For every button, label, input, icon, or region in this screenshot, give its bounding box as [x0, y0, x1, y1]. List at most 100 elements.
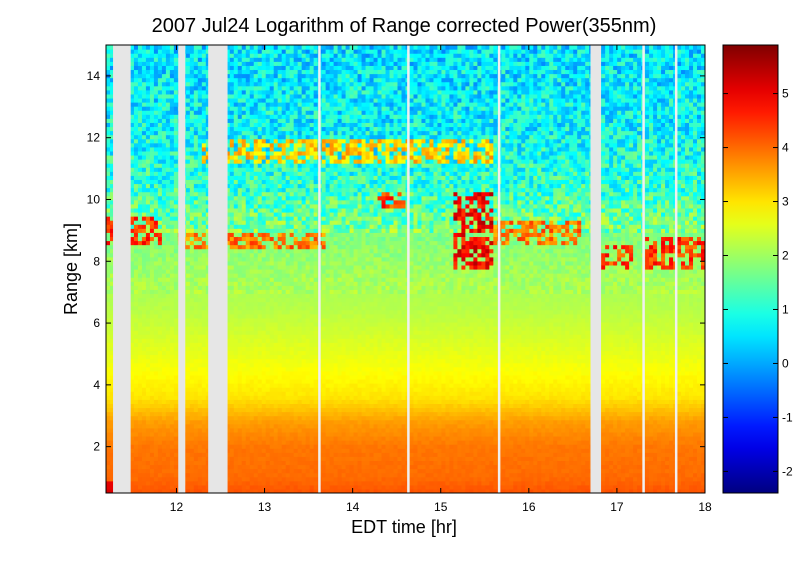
heatmap-cell: [241, 187, 247, 193]
heatmap-cell: [233, 122, 239, 128]
heatmap-cell: [189, 183, 195, 189]
heatmap-cell: [225, 191, 231, 197]
heatmap-cell: [273, 383, 279, 388]
heatmap-cell: [185, 142, 191, 148]
heatmap-cell: [133, 134, 139, 140]
heatmap-cell: [133, 342, 139, 347]
heatmap-cell: [149, 480, 155, 486]
heatmap-cell: [149, 187, 155, 193]
heatmap-cell: [141, 448, 147, 453]
heatmap-cell: [269, 321, 275, 327]
heatmap-cell: [201, 97, 207, 103]
heatmap-cell: [106, 224, 111, 229]
heatmap-cell: [141, 460, 147, 466]
heatmap-cell: [165, 179, 171, 185]
heatmap-cell: [193, 171, 199, 176]
heatmap-cell: [185, 354, 191, 360]
heatmap-cell: [197, 415, 203, 421]
heatmap-cell: [253, 362, 259, 368]
heatmap-cell: [157, 154, 163, 160]
heatmap-cell: [141, 45, 147, 50]
heatmap-cell: [201, 464, 207, 470]
heatmap-cell: [245, 236, 251, 242]
heatmap-cell: [185, 240, 191, 246]
heatmap-cell: [285, 411, 291, 417]
heatmap-cell: [245, 195, 251, 201]
heatmap-cell: [129, 391, 135, 396]
heatmap-cell: [189, 321, 195, 327]
heatmap-cell: [281, 77, 287, 83]
heatmap-cell: [273, 427, 279, 433]
heatmap-cell: [129, 179, 135, 185]
heatmap-cell: [185, 415, 191, 421]
heatmap-cell: [265, 395, 271, 400]
heatmap-cell: [145, 476, 151, 482]
heatmap-cell: [269, 195, 275, 201]
heatmap-cell: [169, 452, 175, 457]
heatmap-cell: [165, 395, 171, 400]
heatmap-cell: [173, 395, 179, 400]
heatmap-cell: [149, 195, 155, 201]
heatmap-cell: [229, 97, 235, 103]
heatmap-cell: [253, 203, 259, 209]
heatmap-cell: [229, 244, 235, 250]
heatmap-cell: [141, 89, 147, 95]
heatmap-cell: [157, 330, 163, 335]
heatmap-cell: [145, 207, 151, 213]
heatmap-cell: [109, 273, 115, 278]
heatmap-cell: [161, 183, 167, 189]
heatmap-cell: [149, 468, 155, 474]
heatmap-cell: [185, 102, 191, 107]
heatmap-cell: [169, 146, 175, 152]
heatmap-cell: [233, 472, 239, 478]
heatmap-cell: [277, 240, 283, 246]
heatmap-cell: [277, 452, 283, 457]
heatmap-cell: [133, 387, 139, 392]
heatmap-cell: [157, 468, 163, 474]
heatmap-cell: [106, 415, 111, 421]
heatmap-cell: [173, 224, 179, 229]
heatmap-cell: [269, 338, 275, 343]
heatmap-cell: [106, 338, 111, 343]
heatmap-cell: [197, 435, 203, 441]
heatmap-cell: [169, 383, 175, 388]
heatmap-cell: [285, 370, 291, 376]
heatmap-cell: [241, 383, 247, 388]
heatmap-cell: [277, 150, 283, 156]
heatmap-cell: [137, 326, 143, 331]
heatmap-cell: [245, 97, 251, 103]
heatmap-cell: [245, 480, 251, 486]
heatmap-cell: [141, 472, 147, 478]
heatmap-cell: [193, 326, 199, 331]
heatmap-cell: [109, 65, 115, 71]
heatmap-cell: [281, 342, 287, 347]
heatmap-cell: [173, 49, 179, 54]
heatmap-cell: [133, 378, 139, 384]
heatmap-cell: [205, 102, 211, 107]
heatmap-cell: [261, 179, 267, 185]
heatmap-cell: [261, 89, 267, 95]
heatmap-cell: [133, 423, 139, 429]
heatmap-cell: [249, 488, 255, 493]
heatmap-cell: [129, 57, 135, 62]
heatmap-cell: [106, 387, 111, 392]
heatmap-cell: [109, 358, 115, 364]
heatmap-cell: [277, 159, 283, 164]
heatmap-cell: [269, 159, 275, 164]
heatmap-cell: [233, 484, 239, 490]
heatmap-cell: [193, 252, 199, 258]
heatmap-cell: [169, 431, 175, 437]
heatmap-cell: [109, 370, 115, 376]
heatmap-cell: [173, 191, 179, 197]
heatmap-cell: [249, 81, 255, 87]
heatmap-cell: [233, 378, 239, 384]
heatmap-cell: [249, 317, 255, 323]
heatmap-cell: [141, 293, 147, 299]
heatmap-cell: [241, 207, 247, 213]
heatmap-cell: [233, 334, 239, 339]
heatmap-cell: [157, 163, 163, 168]
heatmap-cell: [161, 431, 167, 437]
heatmap-cell: [193, 110, 199, 115]
heatmap-cell: [233, 102, 239, 107]
heatmap-cell: [161, 45, 167, 50]
